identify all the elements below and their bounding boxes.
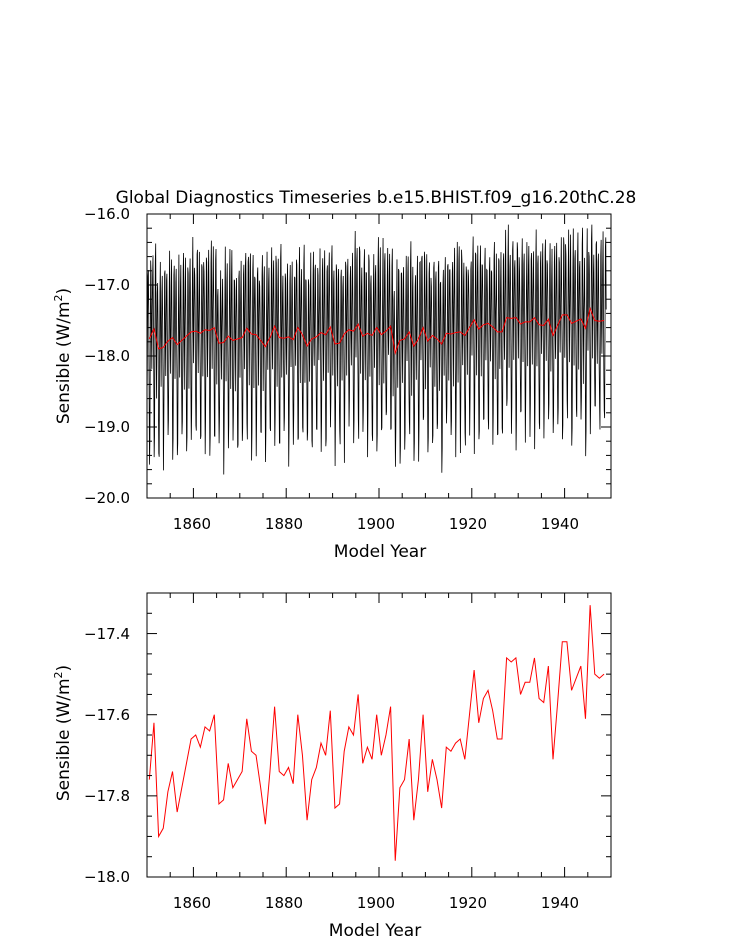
top-x-tick-label: 1940 [541, 515, 579, 533]
bottom-y-axis-title-main: Sensible (W/m [54, 678, 74, 801]
top-y-axis-title-main: Sensible (W/m [54, 301, 74, 424]
bottom-x-tick-label: 1920 [449, 894, 487, 912]
top-annual-mean-line [148, 306, 605, 356]
bottom-panel-x-axis-title: Model Year [329, 921, 421, 941]
bottom-x-tick-label: 1880 [265, 894, 303, 912]
top-panel: Global Diagnostics Timeseries b.e15.BHIS… [52, 188, 636, 562]
bottom-y-tick-label: −17.4 [84, 625, 130, 643]
bottom-panel: 1860 1880 1900 1920 1940 −18.0 −17.8 −17… [52, 592, 612, 941]
top-y-axis-title-superscript: 2 [52, 294, 65, 301]
top-panel-x-axis-title: Model Year [334, 542, 426, 562]
bottom-y-tick-label: −17.6 [84, 706, 130, 724]
bottom-panel-y-axis-title: Sensible (W/m2) [52, 665, 74, 801]
bottom-x-tick-label: 1900 [357, 894, 395, 912]
top-y-tick-label: −20.0 [84, 489, 130, 507]
top-monthly-line [147, 224, 607, 475]
bottom-y-tick-label: −18.0 [84, 868, 130, 886]
top-y-tick-label: −19.0 [84, 418, 130, 436]
bottom-y-axis-title-superscript: 2 [52, 671, 65, 678]
top-x-tick-label: 1900 [357, 515, 395, 533]
top-panel-y-tick-labels: −20.0 −19.0 −18.0 −17.0 −16.0 [84, 205, 130, 507]
bottom-x-tick-label: 1860 [173, 894, 211, 912]
top-panel-ticks [146, 213, 612, 499]
top-y-tick-label: −16.0 [84, 205, 130, 223]
top-panel-title: Global Diagnostics Timeseries b.e15.BHIS… [116, 188, 637, 208]
bottom-panel-y-tick-labels: −18.0 −17.8 −17.6 −17.4 [84, 625, 130, 886]
bottom-annual-mean-line [148, 605, 605, 861]
top-y-tick-label: −18.0 [84, 347, 130, 365]
top-y-tick-label: −17.0 [84, 276, 130, 294]
bottom-panel-x-tick-labels: 1860 1880 1900 1920 1940 [173, 894, 579, 912]
top-panel-x-tick-labels: 1860 1880 1900 1920 1940 [173, 515, 579, 533]
bottom-panel-ticks [146, 592, 612, 878]
bottom-y-axis-title-close: ) [54, 665, 74, 672]
top-x-tick-label: 1860 [173, 515, 211, 533]
top-panel-plot-area [147, 224, 607, 475]
top-panel-y-axis-title: Sensible (W/m2) [52, 288, 74, 424]
top-x-tick-label: 1920 [449, 515, 487, 533]
bottom-x-tick-label: 1940 [541, 894, 579, 912]
bottom-panel-plot-area [148, 605, 605, 861]
top-x-tick-label: 1880 [265, 515, 303, 533]
bottom-y-tick-label: −17.8 [84, 787, 130, 805]
top-y-axis-title-close: ) [54, 288, 74, 295]
